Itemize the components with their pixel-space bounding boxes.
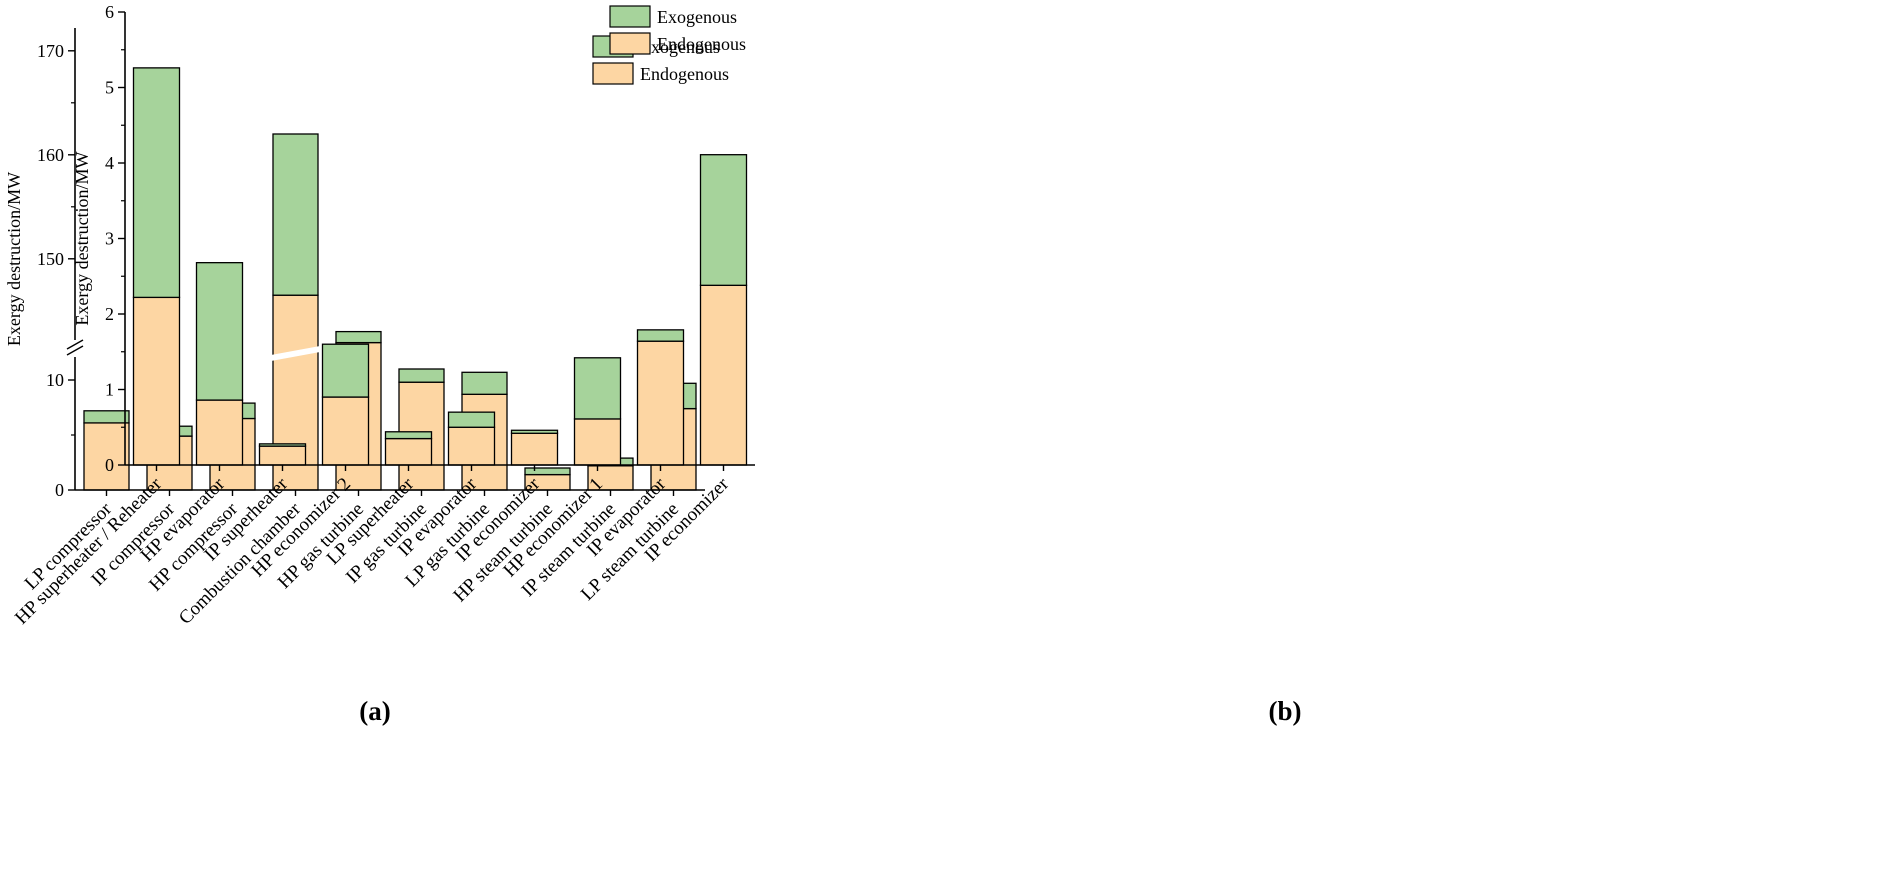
y-tick-label: 2 xyxy=(105,304,114,324)
axis-break-mark xyxy=(66,345,84,356)
bar-b-4-endogenous-segment xyxy=(384,437,433,466)
y-tick-label: 4 xyxy=(105,153,114,173)
y-tick-label: 3 xyxy=(105,229,114,249)
bar-b-5-endogenous-segment xyxy=(447,426,496,466)
bar-a-0-exogenous-segment xyxy=(83,410,130,424)
legend-swatch-endogenous xyxy=(609,32,651,55)
sublabel-b: (b) xyxy=(1268,696,1302,726)
bar-b-0-endogenous-segment xyxy=(132,296,181,466)
bar-b-5-exogenous-segment xyxy=(447,411,496,428)
y-axis-title: Exergy destruction/MW xyxy=(4,172,24,346)
bar-axis-break-gap xyxy=(271,346,320,361)
legend-label-exogenous: Exogenous xyxy=(657,7,737,27)
axis-break-mask xyxy=(70,340,80,357)
bar-b-3-endogenous-segment xyxy=(321,396,370,466)
y-tick-label: 0 xyxy=(105,455,114,475)
legend-label-endogenous: Endogenous xyxy=(657,34,746,54)
bar-b-6-endogenous-segment xyxy=(510,432,559,466)
y-tick-label: 170 xyxy=(37,41,64,61)
bar-b-9-endogenous-segment xyxy=(699,284,748,466)
bar-b-2-exogenous-segment xyxy=(258,443,307,447)
legend-swatch-endogenous xyxy=(592,62,634,85)
bar-b-1-exogenous-segment xyxy=(195,262,244,401)
bar-b-4-exogenous-segment xyxy=(384,431,433,440)
y-tick-label: 150 xyxy=(37,249,64,269)
bar-b-3-exogenous-segment xyxy=(321,343,370,398)
axis-break-mark xyxy=(66,339,84,350)
sublabel-a: (a) xyxy=(359,696,391,726)
legend-label-endogenous: Endogenous xyxy=(640,64,729,84)
legend-label-exogenous: Exogenous xyxy=(640,37,720,57)
bar-b-8-endogenous-segment xyxy=(636,340,685,466)
bar-b-2-endogenous-segment xyxy=(258,445,307,466)
bar-b-9-exogenous-segment xyxy=(699,154,748,286)
bar-b-6-exogenous-segment xyxy=(510,429,559,434)
bar-a-7-exogenous-segment xyxy=(524,467,571,476)
bar-b-0-exogenous-segment xyxy=(132,67,181,299)
y-axis-title: Exergy destruction/MW xyxy=(72,151,92,325)
bar-b-1-endogenous-segment xyxy=(195,399,244,466)
bar-b-7-exogenous-segment xyxy=(573,357,622,420)
y-tick-label: 160 xyxy=(37,145,64,165)
y-tick-label: 1 xyxy=(105,380,114,400)
y-tick-label: 10 xyxy=(46,370,64,390)
bar-b-8-exogenous-segment xyxy=(636,329,685,342)
y-tick-label: 5 xyxy=(105,78,114,98)
y-tick-label: 0 xyxy=(55,480,64,500)
legend-swatch-exogenous xyxy=(609,5,651,28)
bar-a-0-endogenous-segment xyxy=(83,422,130,491)
bar-a-6-exogenous-segment xyxy=(461,371,508,395)
bar-a-4-exogenous-segment xyxy=(335,330,382,344)
bar-a-5-exogenous-segment xyxy=(398,368,445,383)
y-tick-label: 6 xyxy=(105,2,114,22)
bar-b-7-endogenous-segment xyxy=(573,418,622,466)
bar-a-3-exogenous-segment xyxy=(272,133,319,296)
bar-a-8-endogenous-segment xyxy=(587,465,634,491)
